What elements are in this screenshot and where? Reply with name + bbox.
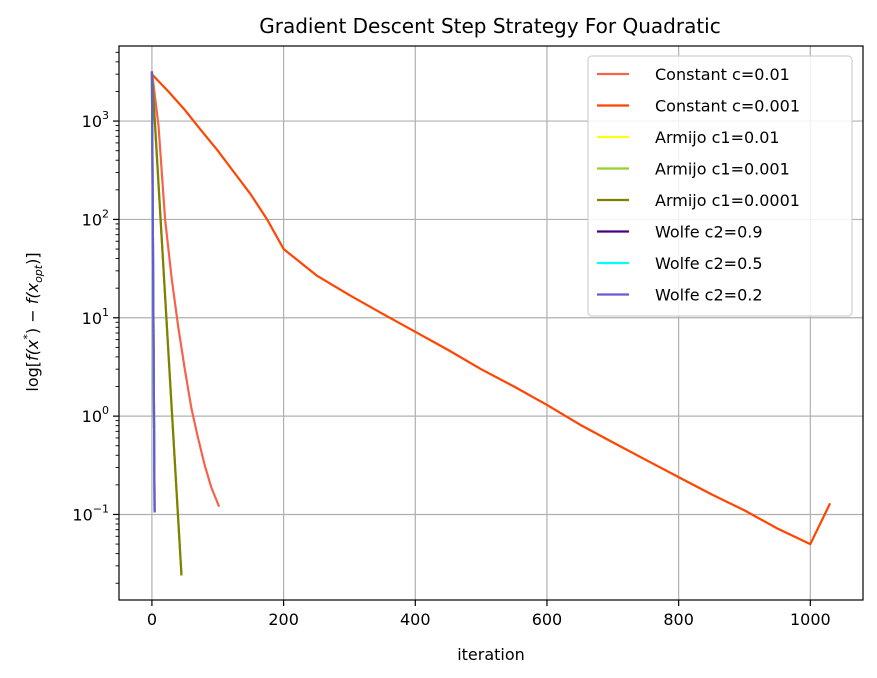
y-label-mid: ) − [23,304,42,334]
y-label-sub: opt [32,264,45,283]
chart-title: Gradient Descent Step Strategy For Quadr… [259,14,721,38]
y-tick-label: 103 [82,109,109,131]
x-tick-label: 0 [147,610,157,629]
y-label-sup: * [21,334,34,340]
y-label-f2: f [23,296,42,304]
legend-label: Armijo c1=0.01 [655,128,780,147]
plot-frame [118,45,864,601]
y-tick-base: 10 [82,112,102,131]
y-tick-exponent: 1 [102,306,109,319]
x-tick-label: 600 [532,610,563,629]
series-line-constant-c-0-001 [151,73,832,546]
y-tick-exponent: 3 [102,109,109,122]
legend-label: Constant c=0.001 [655,97,800,116]
x-axis-label: iteration [457,645,525,664]
y-label-prefix: log[ [23,361,42,392]
y-tick-label: 10−1 [72,502,109,524]
x-tick-label: 400 [400,610,431,629]
series-line-wolfe-c2-0-2 [150,71,156,513]
y-label-suffix: )] [23,252,42,264]
series-line-constant-c-0-01 [150,71,221,508]
y-tick-exponent: −1 [93,502,109,515]
legend-box [587,55,853,317]
y-label-x1: (x [23,339,42,355]
y-label-x2: (x [23,282,42,298]
x-tick-label: 800 [663,610,694,629]
y-tick-label: 102 [82,207,109,229]
y-tick-label: 100 [82,404,109,426]
y-tick-label: 101 [82,306,109,328]
y-axis-label: log[f(x*) − f(xopt)] [21,252,45,391]
series-line-armijo-c1-0-0001 [150,71,183,576]
y-tick-base: 10 [82,309,102,328]
legend-label: Wolfe c2=0.9 [655,223,763,242]
x-tick-label: 200 [268,610,299,629]
legend-label: Constant c=0.01 [655,65,790,84]
legend-label: Armijo c1=0.001 [655,160,790,179]
y-tick-exponent: 0 [102,404,109,417]
x-tick-label: 1000 [790,610,831,629]
y-tick-base: 10 [82,407,102,426]
y-tick-exponent: 2 [102,207,109,220]
series-layer [150,71,832,576]
y-label-f1: f [23,353,42,361]
legend-label: Wolfe c2=0.5 [655,254,763,273]
y-tick-base: 10 [82,210,102,229]
legend: Constant c=0.01 Constant c=0.001 Armijo c1… [587,55,853,317]
legend-label: Wolfe c2=0.2 [655,286,763,305]
y-tick-base: 10 [72,505,92,524]
legend-label: Armijo c1=0.0001 [655,191,800,210]
